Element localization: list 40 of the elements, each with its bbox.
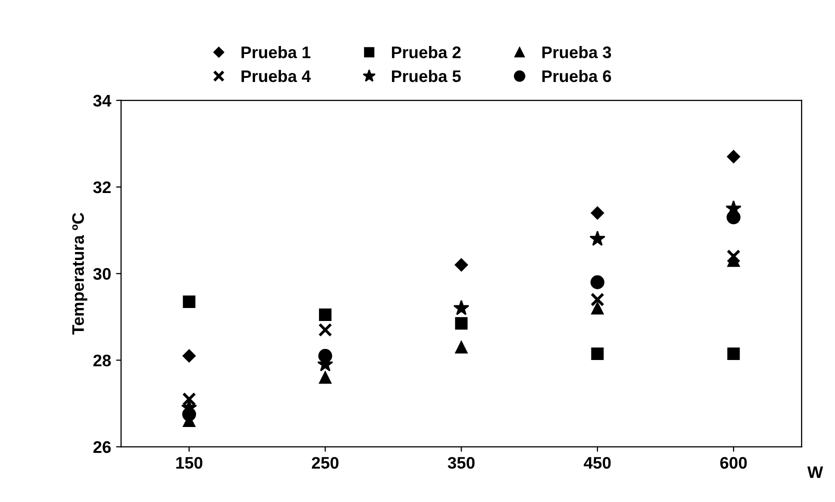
point [182, 407, 196, 422]
legend-label: Prueba 1 [242, 46, 310, 58]
x-tick-label: 350 [448, 456, 475, 469]
point [318, 371, 332, 384]
legend-label: Prueba 3 [542, 46, 612, 58]
y-tick-label: 32 [93, 181, 111, 194]
point [455, 317, 468, 330]
y-tick-label: 30 [93, 268, 111, 280]
point [590, 292, 604, 307]
x-tick-label: 250 [312, 456, 338, 469]
point [182, 349, 196, 362]
point [318, 308, 332, 321]
point [591, 347, 604, 360]
point [318, 348, 332, 363]
point [182, 295, 196, 308]
point [318, 322, 332, 337]
x-axis-title: W [807, 466, 824, 478]
point [589, 230, 606, 246]
point [591, 302, 604, 314]
legend-label: Prueba 5 [392, 70, 461, 82]
point [590, 206, 604, 220]
point [454, 258, 468, 272]
x-tick-label: 150 [176, 456, 202, 469]
legend-label: Prueba 2 [392, 46, 461, 58]
legend-label: Prueba 4 [242, 70, 311, 82]
y-tick-label: 34 [93, 94, 112, 107]
point [453, 300, 470, 316]
y-tick-label: 28 [93, 354, 111, 366]
x-tick-label: 450 [584, 456, 611, 469]
y-axis-title: Temperatura ºC [72, 212, 88, 335]
point [590, 275, 604, 290]
y-tick-label: 26 [93, 441, 111, 453]
point [726, 249, 740, 264]
x-tick-label: 600 [720, 456, 747, 469]
legend-label: Prueba 6 [542, 70, 612, 82]
point [727, 347, 740, 360]
point [726, 210, 740, 224]
point [182, 392, 196, 406]
point [455, 340, 468, 354]
point [726, 150, 740, 164]
